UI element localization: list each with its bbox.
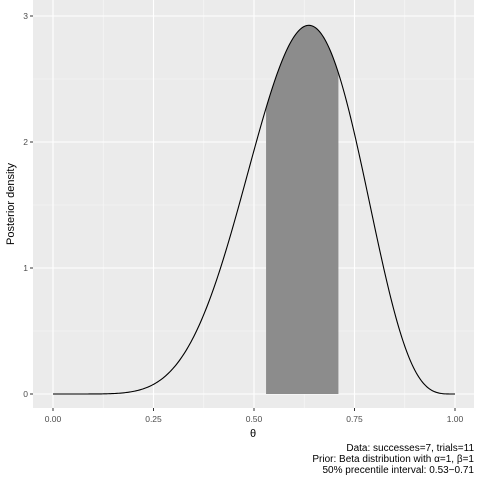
posterior-density-curve [53, 24, 455, 395]
y-tick-label: 0 [23, 389, 28, 399]
x-tick-label: 0.25 [145, 414, 162, 424]
x-axis-title: θ [250, 428, 256, 440]
caption-line-prior: Prior: Beta distribution with α=1, β=1 [312, 454, 474, 465]
x-tick-label: 0.75 [346, 414, 363, 424]
y-tick-label: 2 [23, 137, 28, 147]
y-tick-label: 3 [23, 11, 28, 21]
major-gridlines [33, 0, 474, 408]
x-tick-label: 0.00 [45, 414, 62, 424]
y-tick-label: 1 [23, 263, 28, 273]
x-tick-label: 0.50 [246, 414, 263, 424]
caption: Data: successes=7, trials=11 Prior: Beta… [312, 443, 474, 476]
x-axis-ticks: 0.00 0.25 0.50 0.75 1.00 [45, 408, 464, 424]
y-axis-ticks: 0 1 2 3 [23, 11, 33, 399]
percentile-interval-area [266, 25, 339, 395]
x-tick-label: 1.00 [447, 414, 464, 424]
caption-line-data: Data: successes=7, trials=11 [346, 443, 474, 454]
caption-line-interval: 50% precentile interval: 0.53−0.71 [323, 465, 475, 476]
y-axis-title: Posterior density [5, 163, 17, 245]
